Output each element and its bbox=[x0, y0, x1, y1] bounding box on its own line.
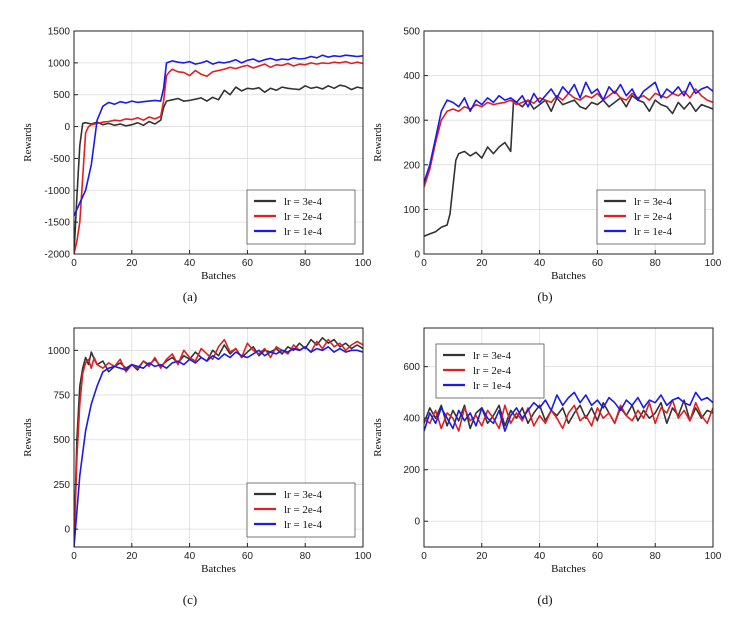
legend-label: lr = 3e-4 bbox=[284, 196, 322, 208]
legend-label: lr = 1e-4 bbox=[284, 519, 322, 531]
x-tick-label: 0 bbox=[421, 551, 427, 562]
x-tick-label: 60 bbox=[592, 551, 604, 562]
x-tick-label: 80 bbox=[650, 551, 662, 562]
y-tick-label: 600 bbox=[403, 362, 420, 373]
legend-label: lr = 3e-4 bbox=[473, 350, 511, 362]
y-tick-label: -2000 bbox=[44, 250, 70, 261]
legend-box bbox=[596, 189, 706, 245]
y-tick-label: 200 bbox=[403, 160, 420, 171]
x-tick-label: 0 bbox=[71, 551, 77, 562]
x-tick-label: 40 bbox=[184, 551, 196, 562]
series-line-1 bbox=[424, 94, 713, 237]
series-line-1 bbox=[74, 84, 363, 254]
y-tick-label: 1500 bbox=[48, 27, 71, 38]
series-line-3 bbox=[74, 345, 363, 547]
subfigure-caption: (c) bbox=[183, 592, 197, 607]
legend-label: lr = 2e-4 bbox=[284, 504, 322, 516]
x-tick-label: 20 bbox=[476, 258, 488, 269]
y-tick-label: 500 bbox=[403, 27, 420, 38]
y-tick-label: 0 bbox=[64, 122, 70, 133]
y-tick-label: 300 bbox=[403, 116, 420, 127]
x-tick-label: 0 bbox=[71, 258, 77, 269]
y-tick-label: 400 bbox=[403, 71, 420, 82]
legend: lr = 3e-4 lr = 2e-4 lr = 1e-4 bbox=[246, 189, 356, 245]
x-tick-label: 100 bbox=[705, 551, 722, 562]
y-axis-label: Rewards bbox=[22, 418, 34, 457]
x-tick-label: 40 bbox=[534, 551, 546, 562]
x-tick-label: 40 bbox=[534, 258, 546, 269]
chart-2: 0 20 40 60 80 100 0 100 200 300 400 500 Batches Rewar… bbox=[372, 27, 722, 305]
plot-frame bbox=[423, 30, 714, 255]
y-tick-label: 1000 bbox=[48, 346, 71, 357]
plot-frame bbox=[423, 327, 714, 548]
y-tick-label: 100 bbox=[403, 205, 420, 216]
legend: lr = 3e-4 lr = 2e-4 lr = 1e-4 bbox=[435, 343, 545, 399]
legend-label: lr = 2e-4 bbox=[634, 211, 672, 223]
legend-label: lr = 3e-4 bbox=[634, 196, 672, 208]
x-tick-label: 60 bbox=[592, 258, 604, 269]
x-tick-label: 20 bbox=[126, 551, 138, 562]
y-axis-label: Rewards bbox=[22, 123, 34, 162]
subfigure-caption: (b) bbox=[537, 289, 552, 304]
x-tick-label: 60 bbox=[242, 551, 254, 562]
subfigure-caption: (a) bbox=[183, 289, 197, 304]
x-tick-label: 80 bbox=[650, 258, 662, 269]
y-tick-label: 750 bbox=[53, 391, 70, 402]
y-tick-label: 0 bbox=[414, 517, 420, 528]
y-axis-label: Rewards bbox=[372, 418, 384, 457]
series-line-2 bbox=[74, 60, 363, 254]
x-tick-label: 60 bbox=[242, 258, 254, 269]
series-line-3 bbox=[74, 54, 363, 217]
x-tick-label: 100 bbox=[705, 258, 722, 269]
legend-label: lr = 2e-4 bbox=[473, 365, 511, 377]
series-line-3 bbox=[424, 391, 713, 432]
x-axis-label: Batches bbox=[201, 563, 236, 575]
x-tick-label: 20 bbox=[126, 258, 138, 269]
y-axis-label: Rewards bbox=[372, 123, 384, 162]
series-line-1 bbox=[424, 399, 713, 430]
y-tick-label: 500 bbox=[53, 90, 70, 101]
chart-4: 0 20 40 60 80 100 0 200 400 600 Batches Rewards lr =… bbox=[372, 327, 722, 607]
chart-1: 0 20 40 60 80 100 -2000 -1500 -1000 -500 0 500 1000 1… bbox=[22, 27, 372, 305]
y-tick-label: -1500 bbox=[44, 218, 70, 229]
legend: lr = 3e-4 lr = 2e-4 lr = 1e-4 bbox=[596, 189, 706, 245]
subfigure-caption: (d) bbox=[537, 592, 552, 607]
series-line-3 bbox=[424, 81, 713, 183]
x-tick-label: 40 bbox=[184, 258, 196, 269]
x-tick-label: 100 bbox=[355, 551, 372, 562]
legend-label: lr = 1e-4 bbox=[284, 226, 322, 238]
x-tick-label: 80 bbox=[300, 551, 312, 562]
x-axis-label: Batches bbox=[201, 270, 236, 282]
legend: lr = 3e-4 lr = 2e-4 lr = 1e-4 bbox=[246, 482, 356, 538]
y-tick-label: -1000 bbox=[44, 186, 70, 197]
plot-frame bbox=[73, 30, 364, 255]
x-axis-label: Batches bbox=[551, 270, 586, 282]
legend-label: lr = 3e-4 bbox=[284, 489, 322, 501]
x-tick-label: 20 bbox=[476, 551, 488, 562]
plot-frame bbox=[73, 327, 364, 548]
x-tick-label: 100 bbox=[355, 258, 372, 269]
legend-label: lr = 1e-4 bbox=[634, 226, 672, 238]
legend-label: lr = 1e-4 bbox=[473, 380, 511, 392]
y-tick-label: 500 bbox=[53, 435, 70, 446]
y-tick-label: 200 bbox=[403, 465, 420, 476]
legend-label: lr = 2e-4 bbox=[284, 211, 322, 223]
x-axis-label: Batches bbox=[551, 563, 586, 575]
y-tick-label: 0 bbox=[414, 250, 420, 261]
y-tick-label: 250 bbox=[53, 480, 70, 491]
y-tick-label: -500 bbox=[50, 154, 70, 165]
y-tick-label: 0 bbox=[64, 525, 70, 536]
chart-3: 0 20 40 60 80 10002505007501000BatchesRewards… bbox=[22, 327, 372, 607]
y-tick-label: 1000 bbox=[48, 58, 71, 69]
y-tick-label: 400 bbox=[403, 414, 420, 425]
x-tick-label: 80 bbox=[300, 258, 312, 269]
x-tick-label: 0 bbox=[421, 258, 427, 269]
